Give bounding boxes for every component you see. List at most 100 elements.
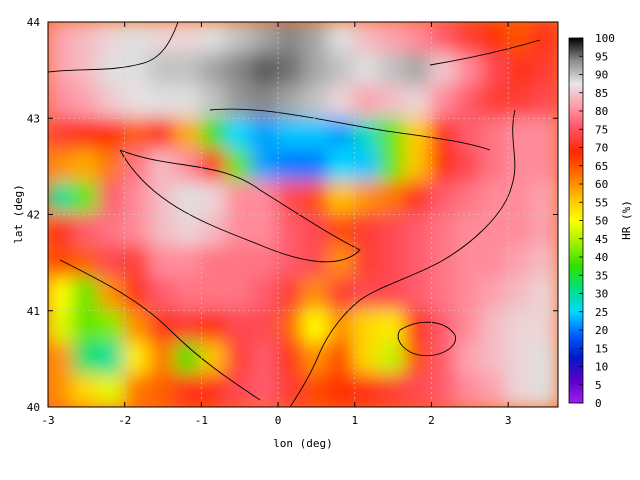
heatmap-cell: [480, 309, 508, 344]
heatmap-cell: [327, 341, 355, 376]
colorbar-label: HR (%): [620, 200, 633, 240]
heatmap-cell: [327, 53, 355, 88]
heatmap-cell: [404, 22, 432, 56]
heatmap-cell: [123, 53, 151, 88]
heatmap-cell: [480, 373, 508, 407]
coastline-mediterranean: [289, 109, 516, 407]
heatmap-cell: [72, 117, 100, 152]
heatmap-cell: [506, 117, 534, 152]
colorbar-tick-label: 55: [595, 196, 608, 209]
heatmap-cell: [72, 181, 100, 216]
heatmap-cell: [98, 373, 126, 407]
heatmap-cell: [200, 245, 228, 280]
heatmap-cell: [531, 53, 558, 88]
heatmap-cell: [302, 373, 330, 407]
heatmap-cell: [149, 85, 177, 120]
heatmap-cell: [200, 149, 228, 184]
heatmap-cell: [276, 373, 304, 407]
heatmap-cell: [225, 53, 253, 88]
heatmap-cell: [353, 117, 381, 152]
heatmap-cell: [327, 117, 355, 152]
colorbar-tick-label: 5: [595, 379, 602, 392]
heatmap-cell: [455, 213, 483, 248]
heatmap-cell: [531, 149, 558, 184]
colorbar-tick-label: 30: [595, 288, 608, 301]
colorbar: 0 5 10 15 20 25 30 35 40 45 50 55 60 65 70 75 80 85 90 95 10…: [568, 32, 633, 410]
heatmap-cell: [455, 53, 483, 88]
heatmap-cell: [174, 85, 202, 120]
heatmap-cell: [455, 341, 483, 376]
heatmap-cell: [378, 309, 406, 344]
heatmap-cell: [174, 53, 202, 88]
heatmap-cell: [123, 181, 151, 216]
heatmap-cell: [200, 22, 228, 56]
heatmap-cell: [149, 373, 177, 407]
heatmap-cell: [123, 245, 151, 280]
heatmap-cell: [506, 309, 534, 344]
heatmap-cell: [174, 213, 202, 248]
heatmap-cell: [174, 181, 202, 216]
heatmap-cell: [48, 277, 75, 312]
heatmap-cell: [455, 117, 483, 152]
heatmap-cell: [98, 245, 126, 280]
heatmap-cell: [531, 277, 558, 312]
heatmap-cell: [48, 181, 75, 216]
colorbar-tick-label: 65: [595, 160, 608, 173]
heatmap-cell: [480, 277, 508, 312]
heatmap-cell: [506, 22, 534, 56]
colorbar-tick-label: 35: [595, 269, 608, 282]
heatmap-cell: [225, 181, 253, 216]
heatmap-cell: [251, 22, 279, 56]
heatmap-cell: [506, 245, 534, 280]
colorbar-tick-label: 10: [595, 361, 608, 374]
heatmap-cell: [123, 85, 151, 120]
colorbar-tick-label: 90: [595, 69, 608, 82]
heatmap-cell: [327, 309, 355, 344]
heatmap-cell: [48, 373, 75, 407]
heatmap-cell: [276, 245, 304, 280]
heatmap-cell: [404, 341, 432, 376]
heatmap-cell: [276, 117, 304, 152]
y-tick-label: 41: [27, 305, 40, 318]
heatmap-cell: [98, 341, 126, 376]
heatmap-cell: [327, 277, 355, 312]
heatmap-cell: [200, 373, 228, 407]
heatmap-cell: [48, 22, 75, 56]
heatmap-cell: [276, 341, 304, 376]
heatmap-cell: [200, 277, 228, 312]
coastline-bay-of-biscay: [48, 22, 179, 73]
heatmap-cell: [200, 117, 228, 152]
y-tick-label: 43: [27, 112, 40, 125]
heatmap-cell: [48, 85, 75, 120]
heatmap-cell: [480, 53, 508, 88]
heatmap-cell: [404, 149, 432, 184]
heatmap-cell: [455, 181, 483, 216]
heatmap-cell: [353, 85, 381, 120]
heatmap-cell: [123, 22, 151, 56]
heatmap-cell: [98, 277, 126, 312]
heatmap-cell: [276, 53, 304, 88]
heatmap-cell: [327, 22, 355, 56]
heatmap-cell: [378, 245, 406, 280]
heatmap-cell: [276, 181, 304, 216]
heatmap-cell: [200, 309, 228, 344]
heatmap-cells: [48, 22, 558, 407]
x-tick-label: -1: [195, 414, 208, 427]
heatmap-cell: [276, 309, 304, 344]
heatmap-cell: [251, 53, 279, 88]
colorbar-tick-label: 0: [595, 397, 602, 410]
colorbar-tick-label: 70: [595, 142, 608, 155]
heatmap-cell: [429, 341, 457, 376]
heatmap-cell: [225, 213, 253, 248]
heatmap-cell: [225, 22, 253, 56]
heatmap-cell: [98, 22, 126, 56]
heatmap-cell: [302, 22, 330, 56]
heatmap-cell: [174, 149, 202, 184]
heatmap-cell: [378, 341, 406, 376]
heatmap-cell: [429, 85, 457, 120]
heatmap-cell: [429, 245, 457, 280]
heatmap-cell: [378, 22, 406, 56]
heatmap-cell: [480, 85, 508, 120]
contour-iberian-range: [59, 259, 261, 401]
heatmap-cell: [200, 53, 228, 88]
